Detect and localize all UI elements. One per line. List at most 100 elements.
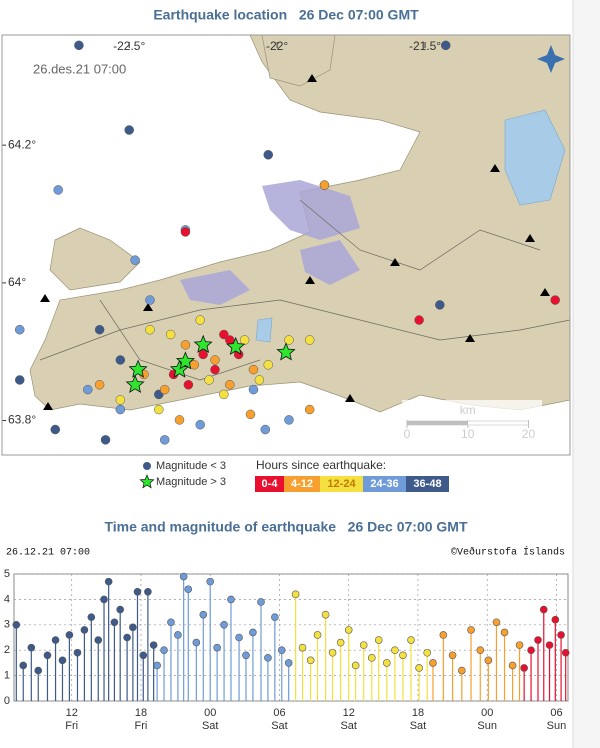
land <box>261 35 336 87</box>
y-tick-label: 0 <box>4 695 10 707</box>
stem-head <box>298 643 307 652</box>
stem-head <box>367 654 376 662</box>
stem-head <box>264 654 272 662</box>
quake <box>248 364 259 375</box>
stem-head <box>100 595 108 604</box>
stem-head <box>527 646 535 655</box>
quake <box>441 40 451 51</box>
stem-head <box>242 651 250 660</box>
map-timestamp: 26.des.21 07:00 <box>33 61 126 76</box>
quake <box>115 395 126 405</box>
stem-head <box>249 628 257 637</box>
stem-head <box>133 587 142 596</box>
stem-head <box>399 651 407 660</box>
large-quake <box>175 351 195 370</box>
chart-credit: ©Veðurstofa Íslands <box>451 545 565 559</box>
stem-head <box>439 631 448 639</box>
quake <box>180 227 191 237</box>
stem-head <box>174 631 182 639</box>
stem-head <box>184 585 193 594</box>
stem-head <box>277 646 286 655</box>
timestamp-box <box>30 60 150 80</box>
quake <box>263 360 273 370</box>
scale-box <box>402 400 542 450</box>
x-day-label: Fri <box>65 720 78 732</box>
stem-head <box>336 638 345 647</box>
stem-head <box>351 661 360 670</box>
stem-head <box>199 610 208 619</box>
stem-head <box>206 577 215 586</box>
stem-head <box>382 659 391 667</box>
stem-head <box>94 636 103 644</box>
large-quake <box>193 334 213 353</box>
sidebar <box>573 0 600 748</box>
legend-entry: 36-48 <box>413 478 441 490</box>
stem-head <box>123 633 131 642</box>
stem-head <box>73 648 82 657</box>
lat-label: 64° <box>8 275 26 289</box>
legend-large: Magnitude > 3 <box>156 476 226 488</box>
stem-head <box>129 623 137 632</box>
quake <box>414 315 424 325</box>
stem-head <box>257 598 265 606</box>
quake <box>124 125 134 135</box>
stem-head <box>374 636 383 644</box>
legend-swatch <box>284 476 320 492</box>
lava-field <box>262 180 360 240</box>
chart-timestamp: 26.12.21 07:00 <box>6 548 90 559</box>
x-day-label: Fri <box>135 720 148 732</box>
quake <box>304 404 315 415</box>
stem-head <box>448 651 457 660</box>
quake <box>284 335 294 345</box>
lake <box>255 317 273 343</box>
legend-entry: 0-4 <box>262 478 279 490</box>
y-tick-label: 3 <box>4 619 10 631</box>
stem-head <box>227 595 235 604</box>
quake <box>263 150 273 160</box>
stem-head <box>104 577 113 586</box>
stem-head <box>12 620 21 629</box>
stem-head <box>179 572 188 581</box>
quake <box>219 329 229 340</box>
lon-label: -22° <box>266 39 288 53</box>
map: -22.5°-22°-21.5°64.2°64°63.8°01020km 26.… <box>2 35 570 455</box>
stem-head <box>359 641 368 649</box>
stem-head <box>492 618 501 627</box>
quake <box>195 315 205 325</box>
quake <box>210 364 220 375</box>
legend-swatch <box>406 476 449 492</box>
stem-head <box>153 661 161 670</box>
quake <box>210 355 220 365</box>
x-day-label: Sat <box>271 720 288 732</box>
quake <box>145 295 155 305</box>
quake <box>50 424 60 435</box>
quake <box>159 435 170 445</box>
large-quake <box>226 336 246 356</box>
stem-head <box>467 626 475 634</box>
stem-head <box>220 620 228 629</box>
stem-head <box>51 636 60 644</box>
stem-head <box>321 610 330 619</box>
plot: 01234512Fri18Fri00Sat06Sat12Sat18Sat00Su… <box>4 568 570 732</box>
quake <box>159 384 170 395</box>
stem-head <box>561 648 570 657</box>
road <box>99 299 261 381</box>
quake <box>130 255 140 265</box>
quake <box>204 375 214 385</box>
stem-head <box>539 605 548 614</box>
stem-head <box>284 659 293 667</box>
stem-head <box>58 656 67 665</box>
stem-head <box>391 646 399 655</box>
stem-head <box>291 590 300 599</box>
y-tick-label: 5 <box>4 568 10 580</box>
stem-head <box>515 641 524 649</box>
road <box>39 299 570 361</box>
x-day-label: Sun <box>547 720 567 732</box>
stem-head <box>213 643 221 652</box>
stem-head <box>192 638 201 647</box>
stem-head <box>344 626 353 634</box>
quake <box>304 335 315 345</box>
quake <box>435 300 445 310</box>
quake <box>15 375 25 385</box>
lava-field <box>300 240 360 285</box>
